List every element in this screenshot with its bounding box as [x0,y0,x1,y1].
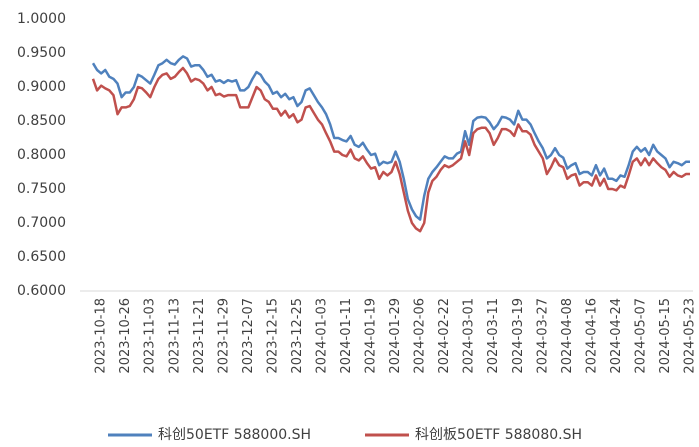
x-tick-label: 2024-01-11 [339,298,354,374]
x-tick-label: 2023-11-13 [167,298,182,374]
x-tick-label: 2024-02-06 [413,298,428,374]
x-tick-label: 2024-05-15 [658,298,673,374]
x-tick-label: 2024-03-11 [486,298,501,374]
legend-label: 科创50ETF 588000.SH [158,427,311,443]
x-tick-label: 2024-04-16 [584,298,599,374]
x-tick-label: 2024-01-19 [364,298,379,374]
x-tick-label: 2023-11-03 [143,298,158,374]
x-tick-label: 2023-12-25 [290,298,305,374]
x-tick-label: 2023-10-18 [94,298,109,374]
y-tick-label: 0.7000 [17,215,66,231]
y-tick-label: 0.8500 [17,113,66,129]
x-tick-label: 2024-04-08 [560,298,575,374]
y-tick-label: 0.8000 [17,147,66,163]
x-tick-label: 2024-05-23 [683,298,698,374]
x-tick-label: 2024-05-07 [633,298,648,374]
series-line [91,66,690,233]
y-tick-label: 0.6000 [17,283,66,299]
x-tick-label: 2023-12-15 [265,298,280,374]
x-tick-label: 2024-03-27 [535,298,550,374]
y-tick-label: 0.9500 [17,45,66,61]
x-tick-label: 2024-03-01 [462,298,477,374]
x-tick-label: 2024-04-24 [609,298,624,374]
series-line [91,55,690,221]
legend-label: 科创板50ETF 588080.SH [415,427,582,443]
x-tick-label: 2024-01-03 [314,298,329,374]
x-tick-label: 2023-10-26 [118,298,133,374]
x-tick-label: 2024-01-29 [388,298,403,374]
x-tick-label: 2023-12-07 [241,298,256,374]
y-tick-label: 0.7500 [17,181,66,197]
x-tick-label: 2024-02-22 [437,298,452,374]
x-tick-label: 2024-03-19 [511,298,526,374]
x-tick-label: 2023-11-29 [216,298,231,374]
x-tick-label: 2023-11-21 [192,298,207,374]
y-tick-label: 0.9000 [17,79,66,95]
y-tick-label: 0.6500 [17,249,66,265]
y-tick-label: 1.0000 [17,11,66,27]
